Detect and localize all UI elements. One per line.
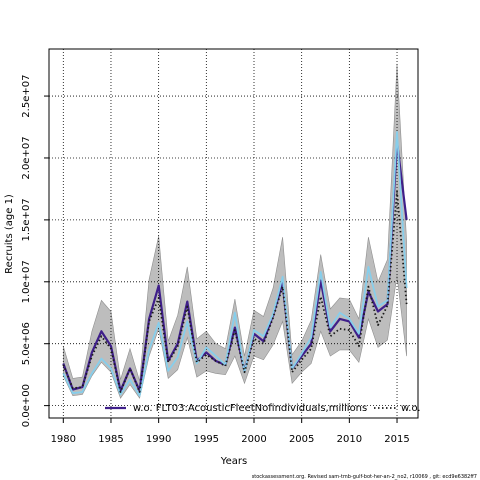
y-tick-label-2: 1.0e+07	[21, 260, 32, 303]
x-tick-label-7: 2015	[384, 434, 409, 445]
series-line-3	[62, 190, 408, 393]
x-tick-label-2: 1990	[146, 434, 171, 445]
legend-label-series-3: w.o.	[401, 403, 421, 414]
y-tick-label-1: 5.0e+06	[21, 322, 32, 365]
series-layer	[62, 131, 408, 397]
y-tick-label-5: 2.5e+07	[21, 75, 32, 118]
y-axis: 0.0e+00 5.0e+06 1.0e+07 1.5e+07 2.0e+07 2.5e+…	[21, 75, 49, 427]
plot-frame	[48, 48, 419, 419]
y-tick-label-4: 2.0e+07	[21, 136, 32, 179]
y-tick-label-3: 1.5e+07	[21, 198, 32, 241]
footer-note: stockassessment.org. Revised sam-tmb-gul…	[252, 474, 477, 480]
confidence-band	[63, 63, 407, 399]
legend-label-series-1: w.o. FLT03:AcousticFleetNofindividuals,m…	[133, 403, 367, 414]
x-tick-label-4: 2000	[241, 434, 266, 445]
x-tick-label-0: 1980	[51, 434, 76, 445]
x-tick-label-6: 2010	[337, 434, 362, 445]
x-tick-label-1: 1985	[98, 434, 123, 445]
x-axis-title: Years	[220, 456, 247, 467]
series-line-2	[62, 131, 408, 397]
y-axis-title: Recruits (age 1)	[4, 194, 15, 274]
x-tick-label-3: 1995	[194, 434, 219, 445]
legend: w.o. FLT03:AcousticFleetNofindividuals,m…	[105, 403, 421, 414]
x-tick-label-5: 2005	[289, 434, 314, 445]
x-axis: 1980 1985 1990 1995 2000 2005 2010 2015	[51, 418, 410, 445]
y-tick-label-0: 0.0e+00	[21, 384, 32, 427]
confidence-band-layer	[63, 63, 407, 399]
